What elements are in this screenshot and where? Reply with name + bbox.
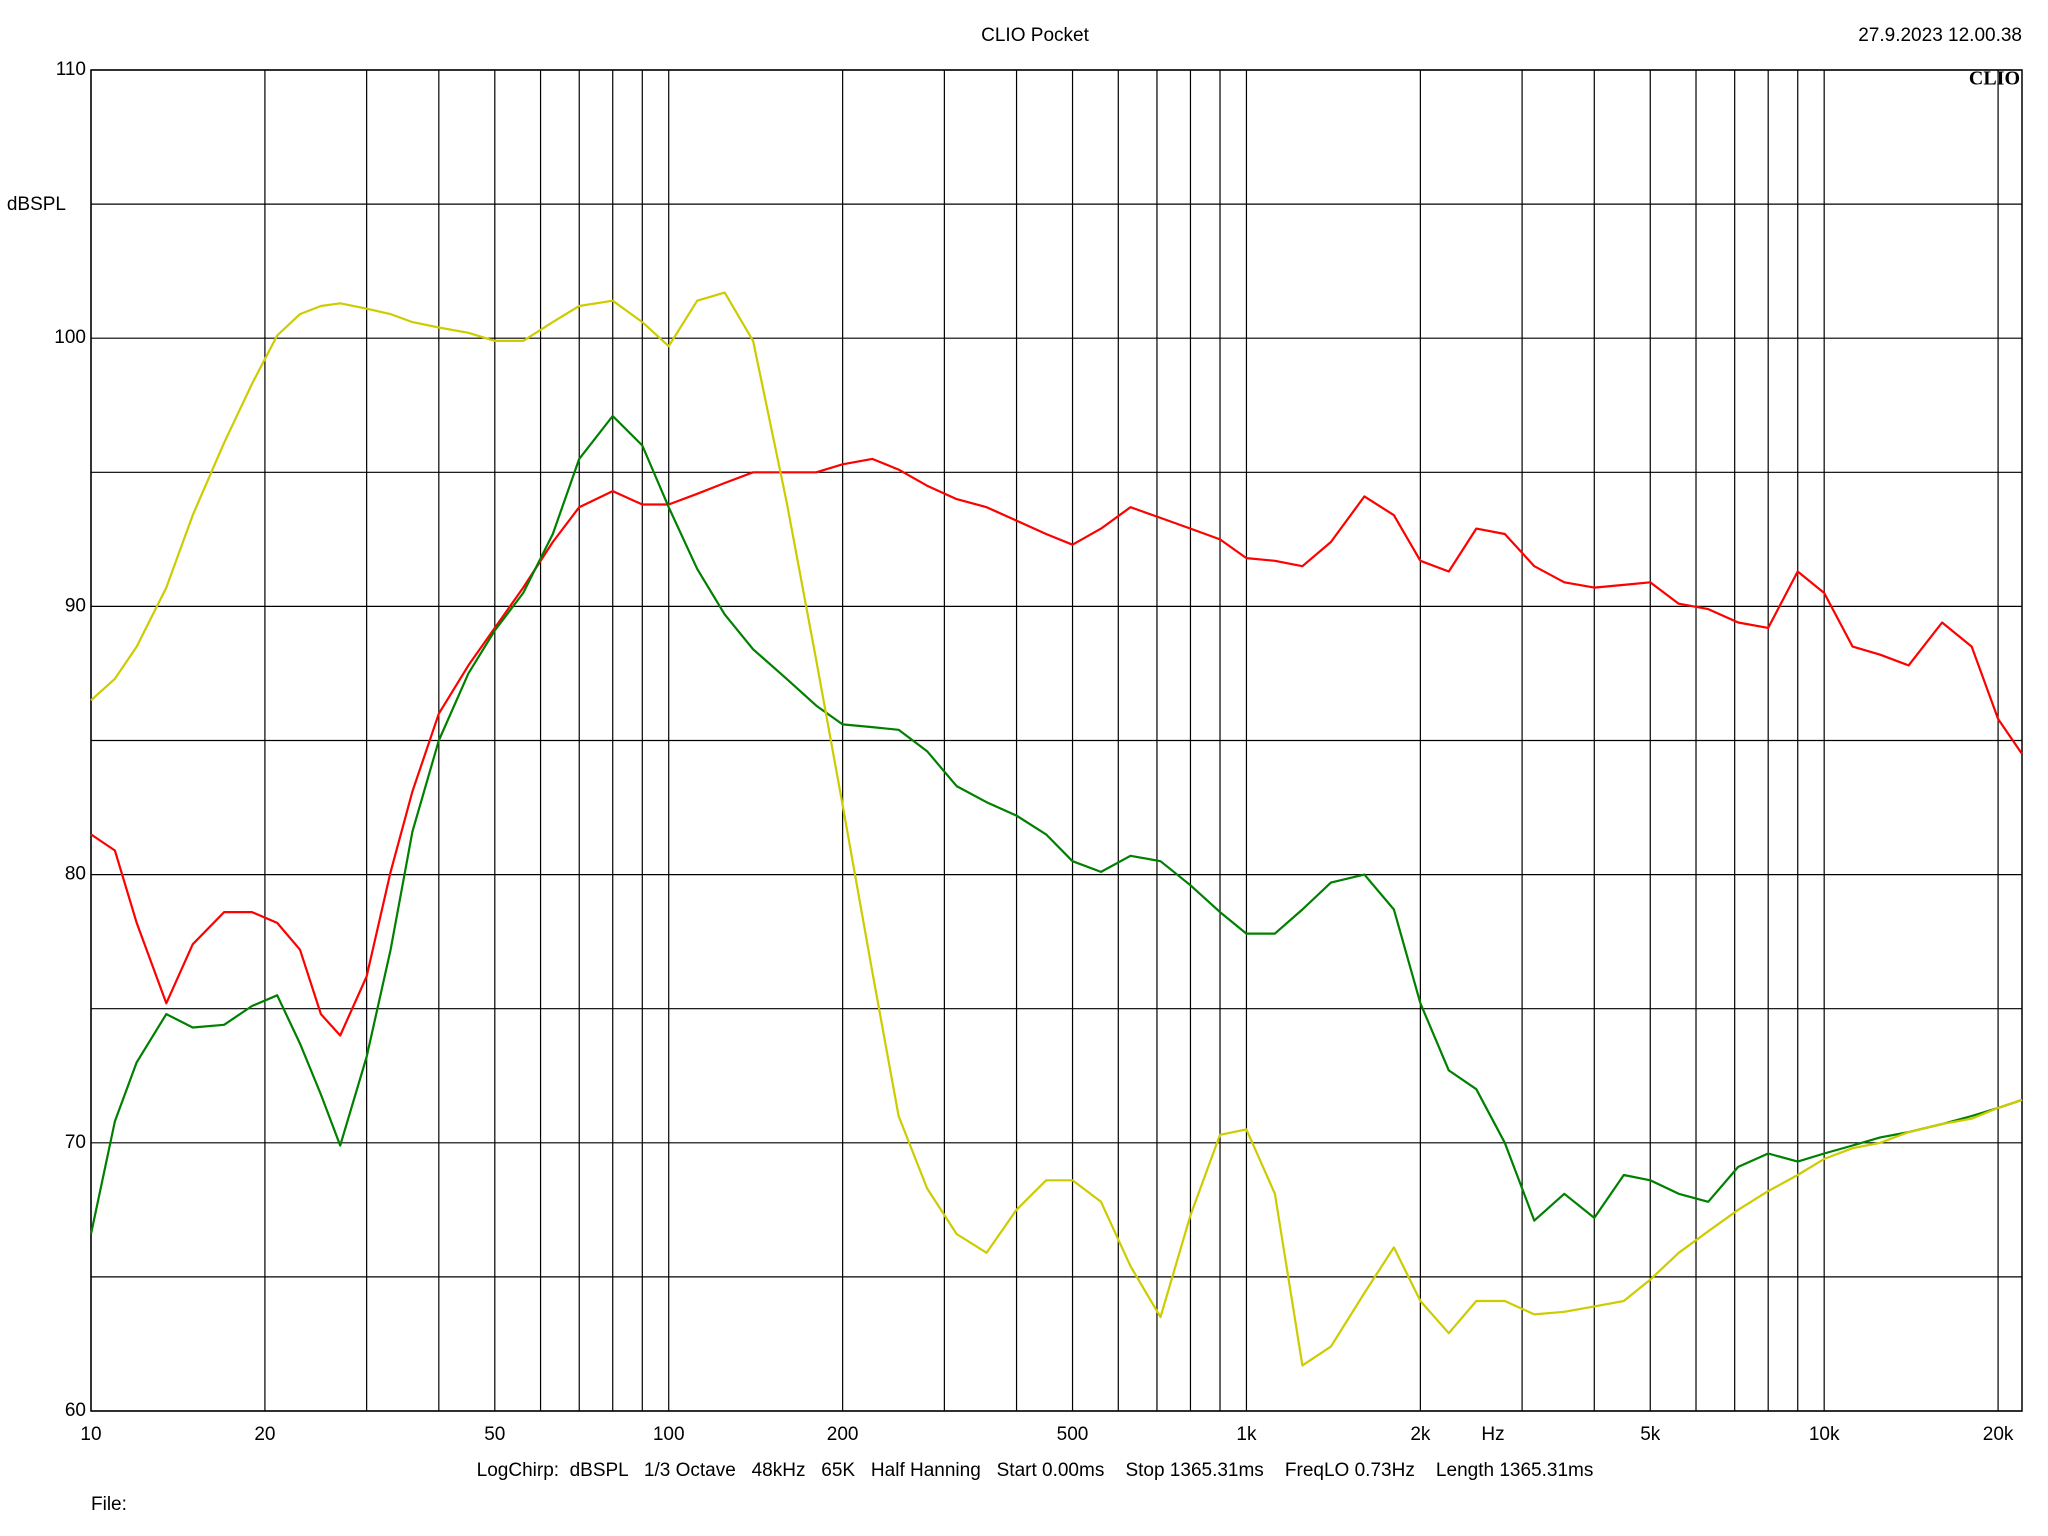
- y-axis-label: dBSPL: [7, 194, 66, 215]
- plot-frame: [90, 69, 2023, 1412]
- series-line: [90, 291, 2023, 1367]
- y-tick-label: 60: [65, 1400, 86, 1421]
- y-tick-label: 100: [54, 327, 86, 348]
- x-tick-label: 500: [1057, 1424, 1089, 1445]
- x-tick-label: 20k: [1983, 1424, 2014, 1445]
- x-tick-label: 200: [827, 1424, 859, 1445]
- chart-title: CLIO Pocket: [981, 25, 1089, 46]
- y-tick-label: 110: [56, 59, 86, 80]
- y-tick-label: 80: [65, 864, 86, 885]
- x-tick-label: 2k: [1410, 1424, 1431, 1445]
- x-tick-label: 20: [254, 1424, 275, 1445]
- footer: LogChirp: dBSPL 1/3 Octave 48kHz 65K Hal…: [477, 1460, 1594, 1481]
- file-label: File:: [91, 1494, 127, 1515]
- x-tick-label: 100: [653, 1424, 685, 1445]
- y-tick-label: 70: [65, 1132, 86, 1153]
- x-tick-label: 50: [484, 1424, 505, 1445]
- x-tick-label: 1k: [1236, 1424, 1257, 1445]
- series-line: [89, 414, 2023, 1235]
- logo: CLIO: [1969, 68, 2020, 90]
- x-axis-label: Hz: [1481, 1424, 1504, 1445]
- x-tick-label: 10k: [1809, 1424, 1840, 1445]
- timestamp: 27.9.2023 12.00.38: [1858, 25, 2022, 46]
- x-tick-label: 10: [80, 1424, 101, 1445]
- y-tick-label: 90: [65, 595, 86, 616]
- series-line: [90, 457, 2023, 1037]
- x-tick-label: 5k: [1640, 1424, 1661, 1445]
